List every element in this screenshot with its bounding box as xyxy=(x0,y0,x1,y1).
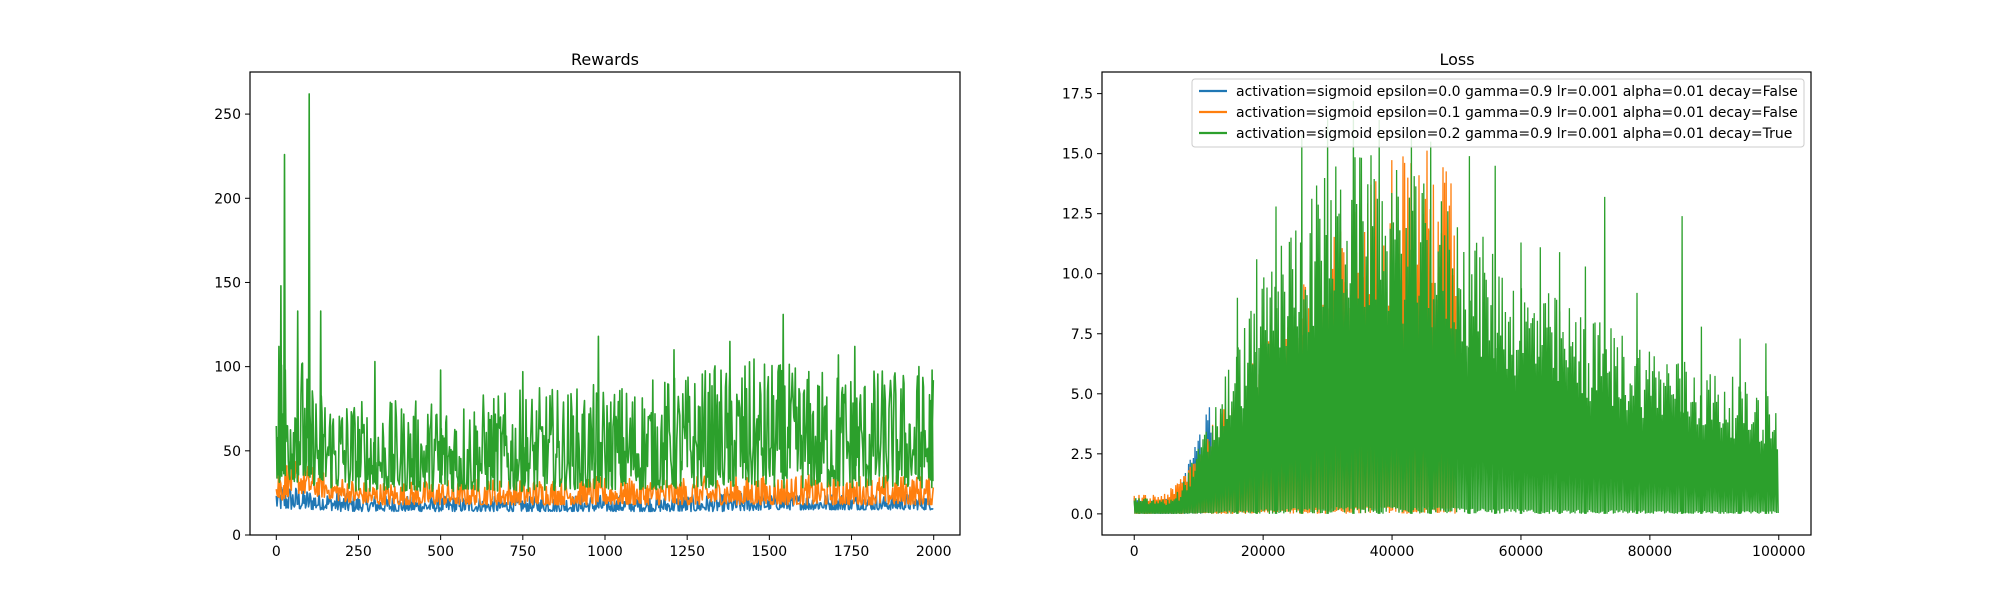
y-tick-label: 5.0 xyxy=(1071,387,1093,403)
x-tick-label: 250 xyxy=(345,544,372,560)
rewards-chart: Rewards 0 250 500 750 1000 1250 1500 1750 2000 0 5… xyxy=(214,50,961,560)
x-tick-label: 1250 xyxy=(669,544,705,560)
y-tick-label: 10.0 xyxy=(1062,267,1093,283)
x-tick-label: 0 xyxy=(272,544,281,560)
y-tick-label: 12.5 xyxy=(1062,207,1093,223)
x-tick-label: 1000 xyxy=(587,544,623,560)
y-tick-label: 7.5 xyxy=(1071,327,1093,343)
rewards-chart-title: Rewards xyxy=(571,50,639,69)
rewards-series-group xyxy=(275,93,935,513)
x-tick-label: 60000 xyxy=(1499,544,1544,560)
x-tick-label: 1750 xyxy=(834,544,870,560)
x-tick-label: 40000 xyxy=(1370,544,1415,560)
loss-axis-ticks: 0 20000 40000 60000 80000 100000 0.0 2.5 5.0 7.5 1… xyxy=(1062,87,1806,560)
x-tick-label: 80000 xyxy=(1628,544,1673,560)
y-tick-label: 250 xyxy=(214,107,241,123)
x-tick-label: 20000 xyxy=(1241,544,1286,560)
y-tick-label: 200 xyxy=(214,191,241,207)
y-tick-label: 50 xyxy=(223,444,241,460)
y-tick-label: 0.0 xyxy=(1071,507,1093,523)
y-tick-label: 100 xyxy=(214,360,241,376)
x-tick-label: 750 xyxy=(509,544,536,560)
x-tick-label: 0 xyxy=(1130,544,1139,560)
loss-axes-frame xyxy=(1101,71,1812,536)
x-tick-label: 500 xyxy=(427,544,454,560)
legend-box xyxy=(1191,78,1805,148)
legend-label-series-0: activation=sigmoid epsilon=0.0 gamma=0.9… xyxy=(1236,84,1798,100)
legend-label-series-2: activation=sigmoid epsilon=0.2 gamma=0.9… xyxy=(1236,126,1792,142)
y-tick-label: 2.5 xyxy=(1071,447,1093,463)
x-tick-label: 100000 xyxy=(1752,544,1805,560)
rewards-axes-frame xyxy=(249,71,961,536)
y-tick-label: 0 xyxy=(232,528,241,544)
loss-chart: Loss 0 20000 40000 60000 80000 100000 0.0 2.5 5.… xyxy=(1062,50,1812,560)
legend-label-series-1: activation=sigmoid epsilon=0.1 gamma=0.9… xyxy=(1236,105,1798,121)
x-tick-label: 1500 xyxy=(752,544,788,560)
y-tick-label: 17.5 xyxy=(1062,87,1093,103)
rewards-series-2-line xyxy=(275,93,935,492)
y-tick-label: 15.0 xyxy=(1062,147,1093,163)
rewards-axis-ticks: 0 250 500 750 1000 1250 1500 1750 2000 0 50 100 150 2… xyxy=(214,107,951,560)
loss-chart-title: Loss xyxy=(1439,50,1474,69)
y-tick-label: 150 xyxy=(214,275,241,291)
x-tick-label: 2000 xyxy=(916,544,952,560)
loss-legend: activation=sigmoid epsilon=0.0 gamma=0.9… xyxy=(1191,78,1805,148)
rewards-series-1-line xyxy=(275,453,935,506)
